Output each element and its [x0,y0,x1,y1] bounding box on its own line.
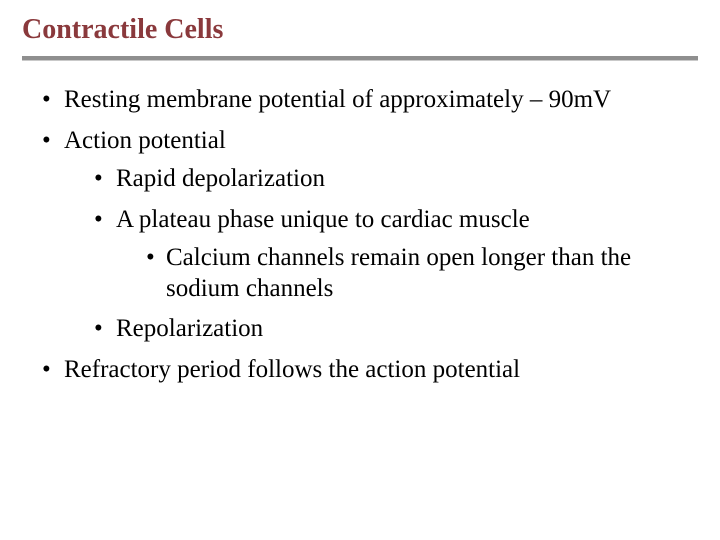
list-item: Resting membrane potential of approximat… [38,85,690,116]
bullet-text: Repolarization [116,315,263,342]
slide-title: Contractile Cells [22,14,698,52]
list-item: Action potential Rapid depolarization A … [38,126,690,345]
bullet-text: A plateau phase unique to cardiac muscle [116,206,530,233]
list-item: Repolarization [90,314,690,345]
bullet-text: Resting membrane potential of approximat… [64,86,611,113]
slide: Contractile Cells Resting membrane poten… [0,0,720,540]
bullet-list-lvl3: Calcium channels remain open longer than… [142,243,690,304]
bullet-text: Refractory period follows the action pot… [64,356,520,383]
bullet-text: Action potential [64,127,226,154]
slide-content: Resting membrane potential of approximat… [22,61,698,385]
bullet-text: Rapid depolarization [116,165,325,192]
bullet-list-lvl1: Resting membrane potential of approximat… [38,85,690,385]
list-item: A plateau phase unique to cardiac muscle… [90,205,690,305]
list-item: Rapid depolarization [90,164,690,195]
list-item: Calcium channels remain open longer than… [142,243,690,304]
bullet-list-lvl2: Rapid depolarization A plateau phase uni… [90,164,690,345]
bullet-text: Calcium channels remain open longer than… [166,244,631,302]
list-item: Refractory period follows the action pot… [38,355,690,386]
